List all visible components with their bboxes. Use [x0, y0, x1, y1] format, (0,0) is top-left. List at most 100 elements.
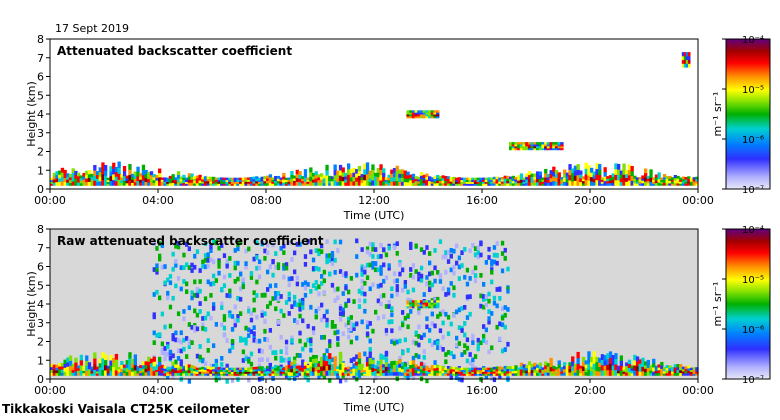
heatmap-cell	[644, 364, 648, 369]
heatmap-cell	[284, 179, 289, 182]
heatmap-cell	[608, 175, 613, 179]
heatmap-cell	[244, 373, 248, 376]
heatmap-cell	[90, 370, 94, 374]
noise-cell	[252, 335, 256, 341]
noise-cell	[295, 275, 299, 281]
heatmap-cell	[411, 363, 416, 369]
noise-cell	[198, 279, 202, 284]
heatmap-cell	[98, 366, 102, 372]
heatmap-cell	[114, 176, 119, 182]
heatmap-cell	[687, 55, 691, 61]
heatmap-cell	[176, 364, 181, 368]
heatmap-cell	[473, 179, 478, 182]
heatmap-cell	[155, 369, 159, 372]
heatmap-cell	[374, 370, 378, 374]
heatmap-cell	[139, 367, 143, 371]
heatmap-cell	[441, 180, 445, 184]
heatmap-cell	[355, 181, 359, 186]
heatmap-cell	[681, 178, 686, 182]
noise-cell	[328, 271, 332, 277]
heatmap-cell	[568, 365, 572, 370]
heatmap-cell	[193, 178, 197, 182]
heatmap-cell	[298, 171, 302, 176]
noise-cell	[384, 350, 389, 356]
heatmap-cell	[371, 359, 375, 365]
heatmap-cell	[581, 361, 586, 367]
noise-cell	[395, 288, 399, 294]
noise-cell	[271, 242, 275, 248]
noise-cell	[247, 308, 251, 314]
heatmap-cell	[82, 372, 86, 376]
heatmap-cell	[492, 369, 497, 372]
heatmap-cell	[274, 367, 278, 371]
heatmap-cell	[552, 166, 556, 172]
noise-cell	[212, 259, 216, 265]
heatmap-cell	[360, 174, 364, 178]
heatmap-cell	[290, 170, 294, 175]
heatmap-cell	[176, 367, 181, 371]
heatmap-cell	[479, 179, 483, 182]
heatmap-cell	[338, 369, 343, 376]
heatmap-cell	[684, 368, 688, 372]
heatmap-cell	[392, 168, 397, 173]
noise-cell	[214, 363, 218, 368]
heatmap-cell	[549, 366, 553, 372]
noise-cell	[457, 276, 461, 281]
noise-cell	[155, 364, 159, 370]
heatmap-cell	[328, 182, 332, 186]
noise-cell	[152, 267, 156, 272]
heatmap-cell	[544, 365, 548, 369]
heatmap-cell	[317, 363, 321, 367]
noise-cell	[317, 361, 321, 366]
heatmap-cell	[579, 368, 583, 371]
heatmap-cell	[247, 179, 251, 182]
noise-cell	[455, 375, 459, 380]
heatmap-cell	[95, 171, 100, 176]
x-tick-label: 00:00	[34, 194, 66, 207]
heatmap-cell	[490, 367, 494, 370]
heatmap-cell	[441, 372, 445, 376]
heatmap-cell	[479, 369, 483, 372]
heatmap-cell	[233, 373, 237, 376]
heatmap-cell	[222, 371, 227, 374]
heatmap-cell	[608, 369, 613, 376]
noise-cell	[406, 375, 410, 380]
heatmap-cell	[417, 368, 421, 372]
heatmap-cell	[122, 170, 127, 177]
noise-cell	[484, 302, 488, 308]
heatmap-cell	[266, 370, 270, 374]
noise-cell	[382, 314, 386, 320]
heatmap-cell	[409, 305, 413, 309]
heatmap-cell	[263, 183, 267, 186]
heatmap-cell	[557, 371, 561, 376]
heatmap-cell	[90, 182, 94, 186]
heatmap-cell	[66, 362, 70, 367]
heatmap-cell	[290, 361, 294, 366]
heatmap-cell	[509, 373, 513, 376]
heatmap-cell	[654, 177, 659, 181]
heatmap-cell	[368, 177, 372, 183]
heatmap-cell	[438, 178, 443, 182]
heatmap-cell	[58, 170, 62, 175]
heatmap-cell	[392, 371, 397, 376]
noise-cell	[460, 306, 464, 311]
heatmap-cell	[268, 177, 272, 181]
heatmap-cell	[295, 370, 299, 374]
noise-cell	[166, 341, 170, 347]
heatmap-cell	[468, 179, 472, 182]
heatmap-cell	[676, 178, 680, 182]
noise-cell	[363, 291, 367, 297]
noise-cell	[490, 345, 494, 351]
noise-cell	[401, 310, 405, 315]
heatmap-cell	[58, 366, 62, 370]
noise-cell	[233, 248, 237, 253]
noise-cell	[500, 268, 505, 274]
heatmap-cell	[563, 181, 567, 186]
noise-cell	[328, 258, 332, 263]
heatmap-cell	[495, 368, 499, 372]
noise-cell	[236, 242, 240, 247]
heatmap-cell	[433, 178, 437, 182]
heatmap-cell	[527, 181, 532, 186]
heatmap-cell	[538, 362, 542, 367]
noise-cell	[249, 317, 254, 323]
